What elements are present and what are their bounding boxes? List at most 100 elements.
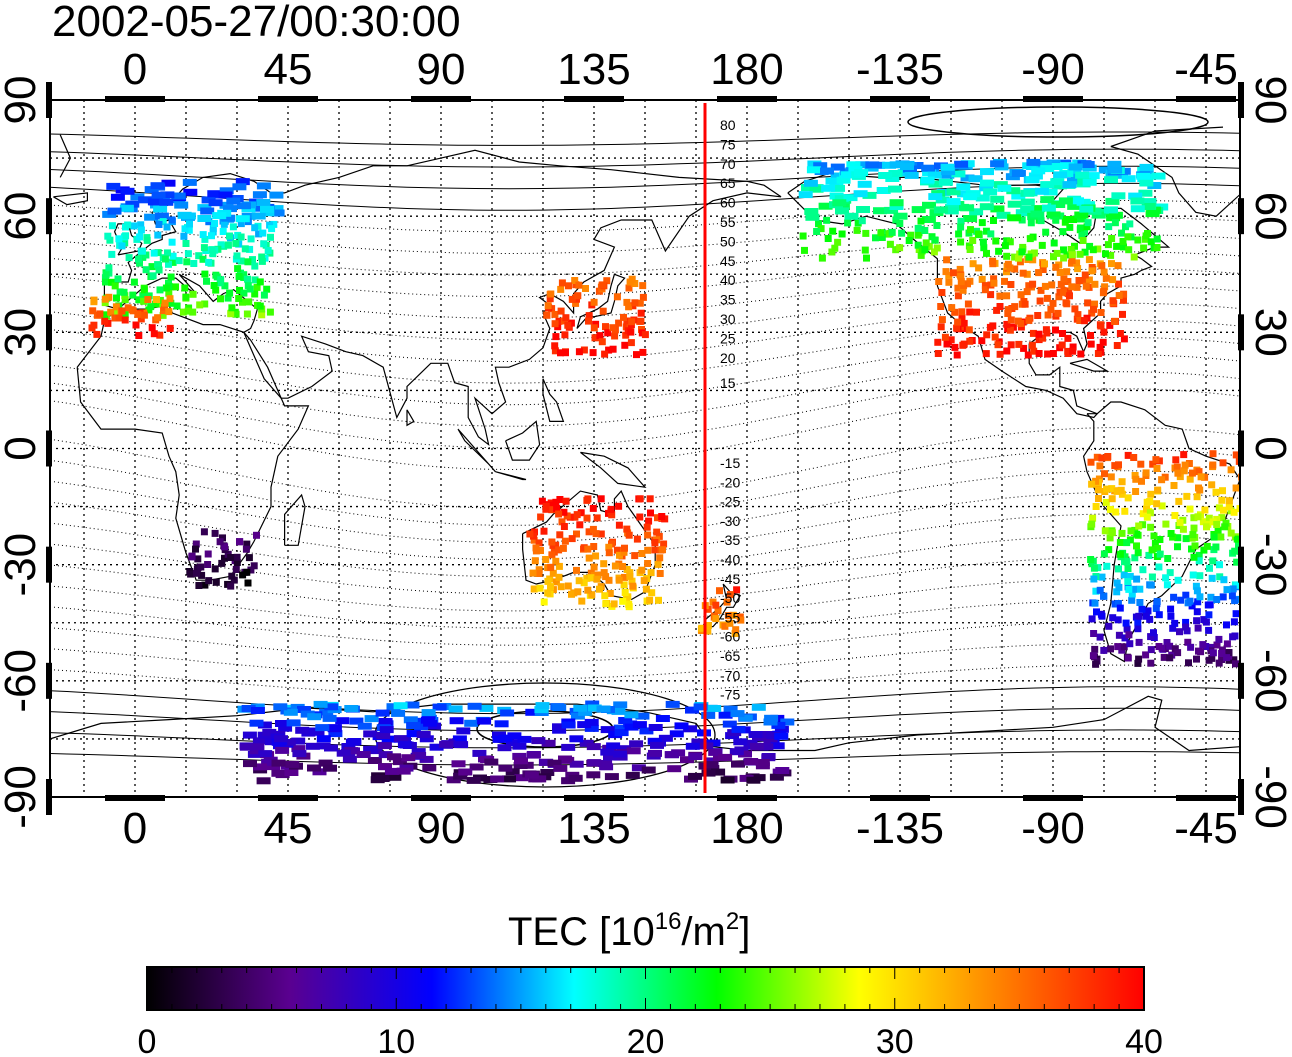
tec-cell: [534, 706, 549, 714]
tec-cell: [168, 216, 176, 224]
tec-cell: [609, 324, 617, 332]
tec-cell: [1059, 288, 1067, 296]
tec-cell: [570, 712, 585, 720]
tec-cell: [1111, 192, 1126, 200]
tec-cell: [1035, 269, 1043, 277]
tec-cell: [641, 331, 649, 339]
tec-cell: [219, 228, 227, 235]
tec-cell: [1054, 309, 1062, 317]
tec-cell: [625, 284, 633, 292]
tec-cell: [1214, 526, 1222, 534]
tec-cell: [938, 178, 953, 186]
tec-cell: [316, 735, 331, 743]
tec-cell: [273, 703, 288, 711]
tec-cell: [718, 753, 733, 761]
tec-cell: [166, 324, 174, 332]
tec-cell: [1221, 523, 1229, 531]
tec-cell: [1011, 265, 1019, 273]
tec-cell: [953, 324, 961, 332]
frame-tick: [46, 82, 52, 118]
tec-cell: [1019, 243, 1027, 251]
tec-cell: [1090, 305, 1097, 313]
tec-cell: [1166, 642, 1174, 650]
tec-cell: [130, 222, 138, 230]
tec-cell: [466, 776, 481, 784]
tec-cell: [200, 528, 208, 536]
tec-cell: [941, 168, 956, 176]
tec-cell: [974, 230, 982, 238]
tec-cell: [267, 233, 274, 241]
lon-label-top: -90: [1021, 45, 1085, 94]
tec-cell: [1107, 251, 1115, 259]
tec-cell: [636, 495, 644, 503]
tec-cell: [239, 743, 254, 751]
tec-cell: [557, 285, 565, 293]
tec-cell: [611, 332, 619, 340]
tec-cell: [1100, 592, 1108, 600]
tec-cell: [154, 249, 162, 257]
tec-cell: [1107, 645, 1114, 653]
tec-cell: [1017, 291, 1025, 299]
tec-cell: [281, 738, 296, 746]
tec-cell: [216, 538, 224, 546]
tec-cell: [980, 168, 994, 176]
tec-cell: [1052, 263, 1060, 271]
tec-cell: [580, 579, 588, 587]
tec-cell: [419, 755, 434, 763]
tec-cell: [599, 307, 607, 315]
tec-cell: [586, 743, 601, 751]
frame-tick: [870, 795, 930, 801]
tec-cell: [571, 277, 579, 284]
tec-cell: [1037, 286, 1045, 294]
tec-cell: [621, 589, 629, 596]
tec-cell: [921, 246, 929, 254]
tec-cell: [1206, 601, 1214, 609]
tec-cell: [1230, 656, 1238, 664]
tec-cell: [228, 572, 236, 580]
tec-cell: [143, 236, 151, 244]
tec-cell: [645, 517, 653, 525]
tec-cell: [933, 206, 948, 214]
tec-cell: [421, 709, 436, 717]
tec-cell: [1049, 299, 1057, 307]
tec-cell: [592, 530, 600, 538]
tec-cell: [973, 308, 980, 316]
lon-label-top: 180: [710, 45, 783, 94]
tec-cell: [1069, 347, 1077, 355]
tec-cell: [193, 569, 200, 577]
tec-cell: [934, 338, 942, 346]
tec-cell: [731, 629, 739, 637]
tec-cell: [1189, 531, 1197, 539]
tec-cell: [575, 281, 583, 289]
tec-cell: [1199, 641, 1207, 649]
tec-cell: [552, 704, 567, 711]
tec-cell: [199, 231, 207, 239]
tec-cell: [843, 194, 858, 202]
tec-cell: [376, 732, 391, 739]
tec-cell: [121, 311, 129, 319]
tec-cell: [168, 238, 176, 246]
tec-cell: [1108, 529, 1116, 537]
tec-cell: [240, 289, 248, 297]
tec-cell: [179, 308, 187, 316]
tec-cell: [704, 605, 712, 613]
tec-cell: [564, 582, 572, 590]
tec-cell: [454, 741, 469, 749]
tec-cell: [1106, 534, 1114, 542]
tec-cell: [1096, 343, 1104, 351]
tec-cell: [1145, 210, 1160, 218]
tec-cell: [530, 536, 538, 544]
tec-cell: [1060, 162, 1075, 170]
tec-cell: [688, 753, 703, 760]
tec-cell: [1039, 266, 1047, 273]
tec-cell: [1171, 645, 1179, 653]
tec-cell: [1132, 488, 1140, 495]
tec-cell: [1126, 220, 1134, 228]
tec-cell: [584, 545, 592, 553]
tec-cell: [169, 252, 177, 260]
tec-cell: [1162, 574, 1170, 582]
tec-cell: [1136, 599, 1144, 606]
tec-cell: [969, 237, 977, 244]
tec-cell: [538, 497, 546, 505]
geomag-label: -40: [720, 552, 740, 568]
